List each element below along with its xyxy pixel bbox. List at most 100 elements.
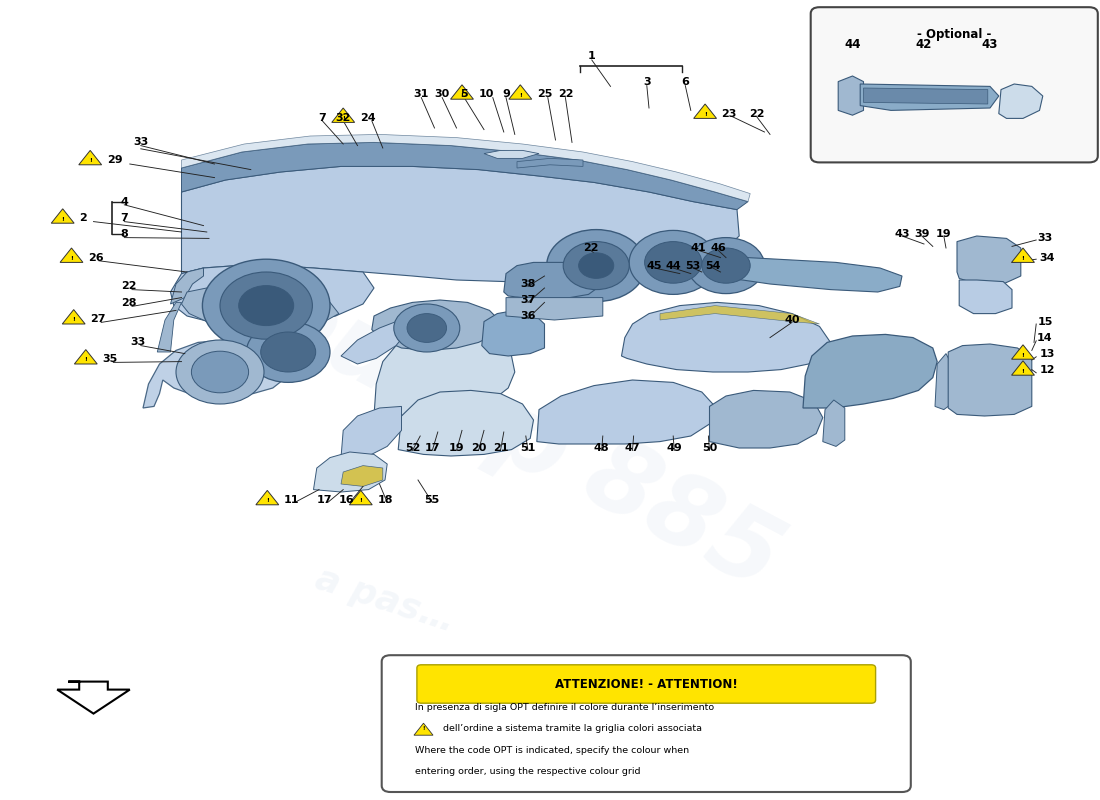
- Text: 1: 1: [587, 51, 596, 61]
- Polygon shape: [948, 344, 1032, 416]
- Text: 33: 33: [130, 338, 145, 347]
- Text: 47: 47: [625, 443, 640, 453]
- Circle shape: [688, 238, 764, 294]
- Polygon shape: [935, 354, 952, 410]
- Text: 50: 50: [702, 443, 717, 453]
- Text: 23: 23: [722, 109, 737, 118]
- Polygon shape: [823, 400, 845, 446]
- Polygon shape: [838, 76, 864, 115]
- Text: 14: 14: [1037, 334, 1053, 343]
- Text: 19: 19: [449, 443, 464, 453]
- Circle shape: [563, 242, 629, 290]
- Polygon shape: [621, 302, 830, 372]
- Text: !: !: [1022, 256, 1024, 261]
- Polygon shape: [60, 248, 82, 262]
- Text: 13: 13: [1040, 350, 1055, 359]
- Circle shape: [261, 332, 316, 372]
- Text: 43: 43: [982, 38, 998, 50]
- Polygon shape: [170, 266, 374, 324]
- Polygon shape: [157, 302, 182, 352]
- Text: 46: 46: [711, 243, 726, 253]
- Polygon shape: [959, 280, 1012, 314]
- Polygon shape: [509, 85, 531, 99]
- Text: 9: 9: [502, 90, 510, 99]
- Text: 28: 28: [121, 298, 136, 308]
- Polygon shape: [803, 334, 937, 408]
- Polygon shape: [52, 209, 74, 223]
- Text: a pas…: a pas…: [311, 562, 459, 638]
- Text: europ: europ: [250, 264, 586, 504]
- Polygon shape: [710, 390, 823, 448]
- Polygon shape: [504, 262, 600, 298]
- Text: Where the code OPT is indicated, specify the colour when: Where the code OPT is indicated, specify…: [415, 746, 689, 755]
- Polygon shape: [484, 150, 539, 158]
- Text: 33: 33: [1037, 234, 1053, 243]
- Polygon shape: [75, 350, 97, 364]
- Polygon shape: [57, 682, 130, 714]
- Text: 40: 40: [784, 315, 800, 325]
- Polygon shape: [1012, 248, 1034, 262]
- Polygon shape: [350, 490, 372, 505]
- Text: 36: 36: [520, 311, 536, 321]
- Text: !: !: [360, 498, 362, 503]
- Circle shape: [629, 230, 717, 294]
- Polygon shape: [957, 236, 1021, 284]
- Polygon shape: [79, 150, 101, 165]
- Polygon shape: [314, 452, 387, 492]
- Polygon shape: [182, 284, 339, 328]
- Circle shape: [645, 242, 702, 283]
- Text: 45: 45: [647, 261, 662, 270]
- Text: 3: 3: [644, 77, 650, 86]
- Polygon shape: [398, 390, 534, 456]
- Polygon shape: [694, 104, 716, 118]
- Polygon shape: [660, 306, 820, 324]
- Polygon shape: [182, 166, 739, 282]
- Polygon shape: [1012, 361, 1034, 375]
- Circle shape: [191, 351, 249, 393]
- Text: 35: 35: [102, 354, 118, 364]
- Text: 41: 41: [691, 243, 706, 253]
- Text: dell’ordine a sistema tramite la griglia colori associata: dell’ordine a sistema tramite la griglia…: [443, 724, 702, 734]
- Text: !: !: [1022, 353, 1024, 358]
- Text: 49: 49: [667, 443, 682, 453]
- Text: 26: 26: [88, 253, 103, 262]
- Text: 5: 5: [461, 90, 468, 99]
- Text: In presenza di sigla OPT definire il colore durante l’inserimento: In presenza di sigla OPT definire il col…: [415, 702, 714, 712]
- Circle shape: [176, 340, 264, 404]
- Circle shape: [394, 304, 460, 352]
- Text: 7: 7: [318, 113, 327, 122]
- Text: 4: 4: [120, 197, 129, 206]
- Circle shape: [547, 230, 646, 302]
- Text: 33: 33: [133, 138, 148, 147]
- Text: 44: 44: [666, 261, 681, 270]
- Polygon shape: [341, 406, 402, 458]
- Text: 2: 2: [79, 214, 87, 223]
- Text: 17: 17: [317, 495, 332, 505]
- Text: 48: 48: [594, 443, 609, 453]
- Text: 42: 42: [916, 38, 932, 50]
- Circle shape: [407, 314, 447, 342]
- Text: !: !: [1022, 369, 1024, 374]
- Polygon shape: [182, 134, 750, 202]
- Polygon shape: [1012, 345, 1034, 359]
- Polygon shape: [482, 310, 544, 356]
- Polygon shape: [341, 466, 383, 486]
- Text: !: !: [266, 498, 268, 503]
- Polygon shape: [517, 158, 583, 168]
- Text: - Optional -: - Optional -: [917, 28, 991, 41]
- Text: 25: 25: [537, 90, 552, 99]
- Text: !: !: [422, 726, 425, 731]
- Polygon shape: [860, 84, 999, 110]
- Text: 34: 34: [1040, 253, 1055, 262]
- Polygon shape: [414, 723, 433, 735]
- Text: 55: 55: [425, 495, 440, 505]
- Text: !: !: [89, 158, 91, 163]
- Polygon shape: [143, 340, 288, 408]
- Text: 22: 22: [121, 282, 136, 291]
- Text: ATTENZIONE! - ATTENTION!: ATTENZIONE! - ATTENTION!: [554, 678, 738, 690]
- Text: !: !: [704, 112, 706, 117]
- Text: 52: 52: [405, 443, 420, 453]
- Polygon shape: [726, 258, 902, 292]
- Text: 22: 22: [583, 243, 598, 253]
- Text: 11: 11: [284, 495, 299, 505]
